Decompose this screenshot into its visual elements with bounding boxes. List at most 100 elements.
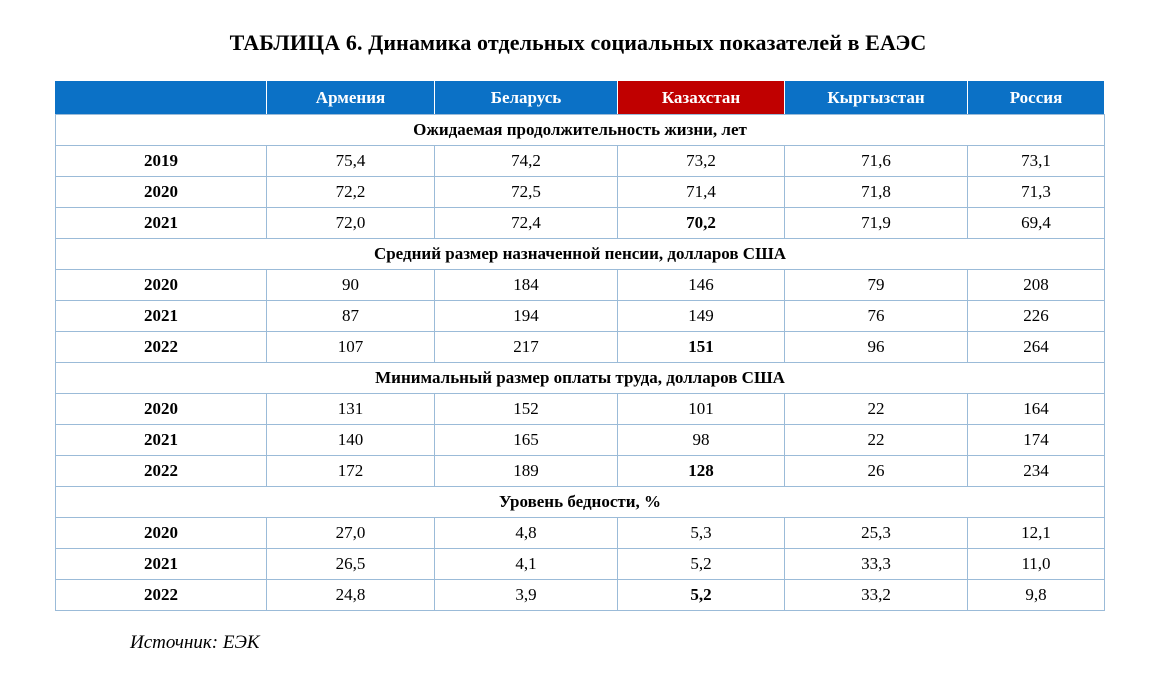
section-row: Средний размер назначенной пенсии, долла… [55,238,1105,270]
value-cell: 71,6 [784,145,968,177]
value-cell: 107 [266,331,435,363]
year-cell: 2021 [55,300,267,332]
value-cell: 146 [617,269,785,301]
value-cell: 22 [784,393,968,425]
value-cell: 5,3 [617,517,785,549]
table-row: 2020 90 184 146 79 208 [55,269,1105,301]
value-cell: 72,4 [434,207,618,239]
value-cell: 165 [434,424,618,456]
value-cell: 90 [266,269,435,301]
year-cell: 2020 [55,517,267,549]
value-cell: 24,8 [266,579,435,611]
data-table: Армения Беларусь Казахстан Кыргызстан Ро… [55,80,1105,611]
value-cell: 69,4 [967,207,1105,239]
value-cell: 72,2 [266,176,435,208]
table-row: 2020 131 152 101 22 164 [55,393,1105,425]
table-body: Ожидаемая продолжительность жизни, лет 20… [55,114,1105,611]
section-label: Средний размер назначенной пенсии, долла… [55,238,1105,270]
year-cell: 2020 [55,269,267,301]
value-cell: 9,8 [967,579,1105,611]
section-label: Минимальный размер оплаты труда, долларо… [55,362,1105,394]
value-cell: 26,5 [266,548,435,580]
value-cell: 71,9 [784,207,968,239]
value-cell: 4,1 [434,548,618,580]
header-kyrgyzstan: Кыргызстан [784,80,968,115]
table-row: 2021 26,5 4,1 5,2 33,3 11,0 [55,548,1105,580]
value-cell: 217 [434,331,618,363]
value-cell: 26 [784,455,968,487]
value-cell: 5,2 [617,548,785,580]
value-cell: 11,0 [967,548,1105,580]
value-cell: 264 [967,331,1105,363]
section-row: Минимальный размер оплаты труда, долларо… [55,362,1105,394]
source-note: Источник: ЕЭК [130,632,260,653]
value-cell: 131 [266,393,435,425]
value-cell: 226 [967,300,1105,332]
value-cell: 72,0 [266,207,435,239]
value-cell: 73,2 [617,145,785,177]
value-cell: 73,1 [967,145,1105,177]
value-cell: 194 [434,300,618,332]
value-cell: 96 [784,331,968,363]
section-label: Ожидаемая продолжительность жизни, лет [55,114,1105,146]
value-cell: 33,3 [784,548,968,580]
value-cell: 164 [967,393,1105,425]
table-row: 2021 72,0 72,4 70,2 71,9 69,4 [55,207,1105,239]
value-cell: 75,4 [266,145,435,177]
value-cell: 27,0 [266,517,435,549]
header-russia: Россия [967,80,1105,115]
value-cell: 12,1 [967,517,1105,549]
value-cell: 128 [617,455,785,487]
section-row: Ожидаемая продолжительность жизни, лет [55,114,1105,146]
value-cell: 74,2 [434,145,618,177]
value-cell: 33,2 [784,579,968,611]
header-armenia: Армения [266,80,435,115]
header-belarus: Беларусь [434,80,618,115]
value-cell: 71,8 [784,176,968,208]
table-row: 2022 107 217 151 96 264 [55,331,1105,363]
value-cell: 151 [617,331,785,363]
value-cell: 3,9 [434,579,618,611]
value-cell: 76 [784,300,968,332]
value-cell: 101 [617,393,785,425]
table-row: 2020 27,0 4,8 5,3 25,3 12,1 [55,517,1105,549]
year-cell: 2021 [55,207,267,239]
value-cell: 184 [434,269,618,301]
value-cell: 208 [967,269,1105,301]
value-cell: 5,2 [617,579,785,611]
value-cell: 79 [784,269,968,301]
value-cell: 234 [967,455,1105,487]
year-cell: 2022 [55,579,267,611]
year-cell: 2021 [55,548,267,580]
section-row: Уровень бедности, % [55,486,1105,518]
year-cell: 2022 [55,331,267,363]
section-label: Уровень бедности, % [55,486,1105,518]
table-row: 2019 75,4 74,2 73,2 71,6 73,1 [55,145,1105,177]
value-cell: 172 [266,455,435,487]
header-corner-cell [55,80,267,115]
year-cell: 2022 [55,455,267,487]
value-cell: 174 [967,424,1105,456]
value-cell: 71,4 [617,176,785,208]
header-row: Армения Беларусь Казахстан Кыргызстан Ро… [55,80,1105,115]
value-cell: 149 [617,300,785,332]
value-cell: 71,3 [967,176,1105,208]
value-cell: 4,8 [434,517,618,549]
value-cell: 22 [784,424,968,456]
header-kazakhstan: Казахстан [617,80,785,115]
year-cell: 2021 [55,424,267,456]
value-cell: 98 [617,424,785,456]
value-cell: 140 [266,424,435,456]
table-row: 2022 24,8 3,9 5,2 33,2 9,8 [55,579,1105,611]
table-row: 2021 87 194 149 76 226 [55,300,1105,332]
table-row: 2020 72,2 72,5 71,4 71,8 71,3 [55,176,1105,208]
value-cell: 189 [434,455,618,487]
year-cell: 2020 [55,176,267,208]
value-cell: 72,5 [434,176,618,208]
table-row: 2021 140 165 98 22 174 [55,424,1105,456]
table-row: 2022 172 189 128 26 234 [55,455,1105,487]
value-cell: 87 [266,300,435,332]
value-cell: 70,2 [617,207,785,239]
year-cell: 2019 [55,145,267,177]
value-cell: 152 [434,393,618,425]
